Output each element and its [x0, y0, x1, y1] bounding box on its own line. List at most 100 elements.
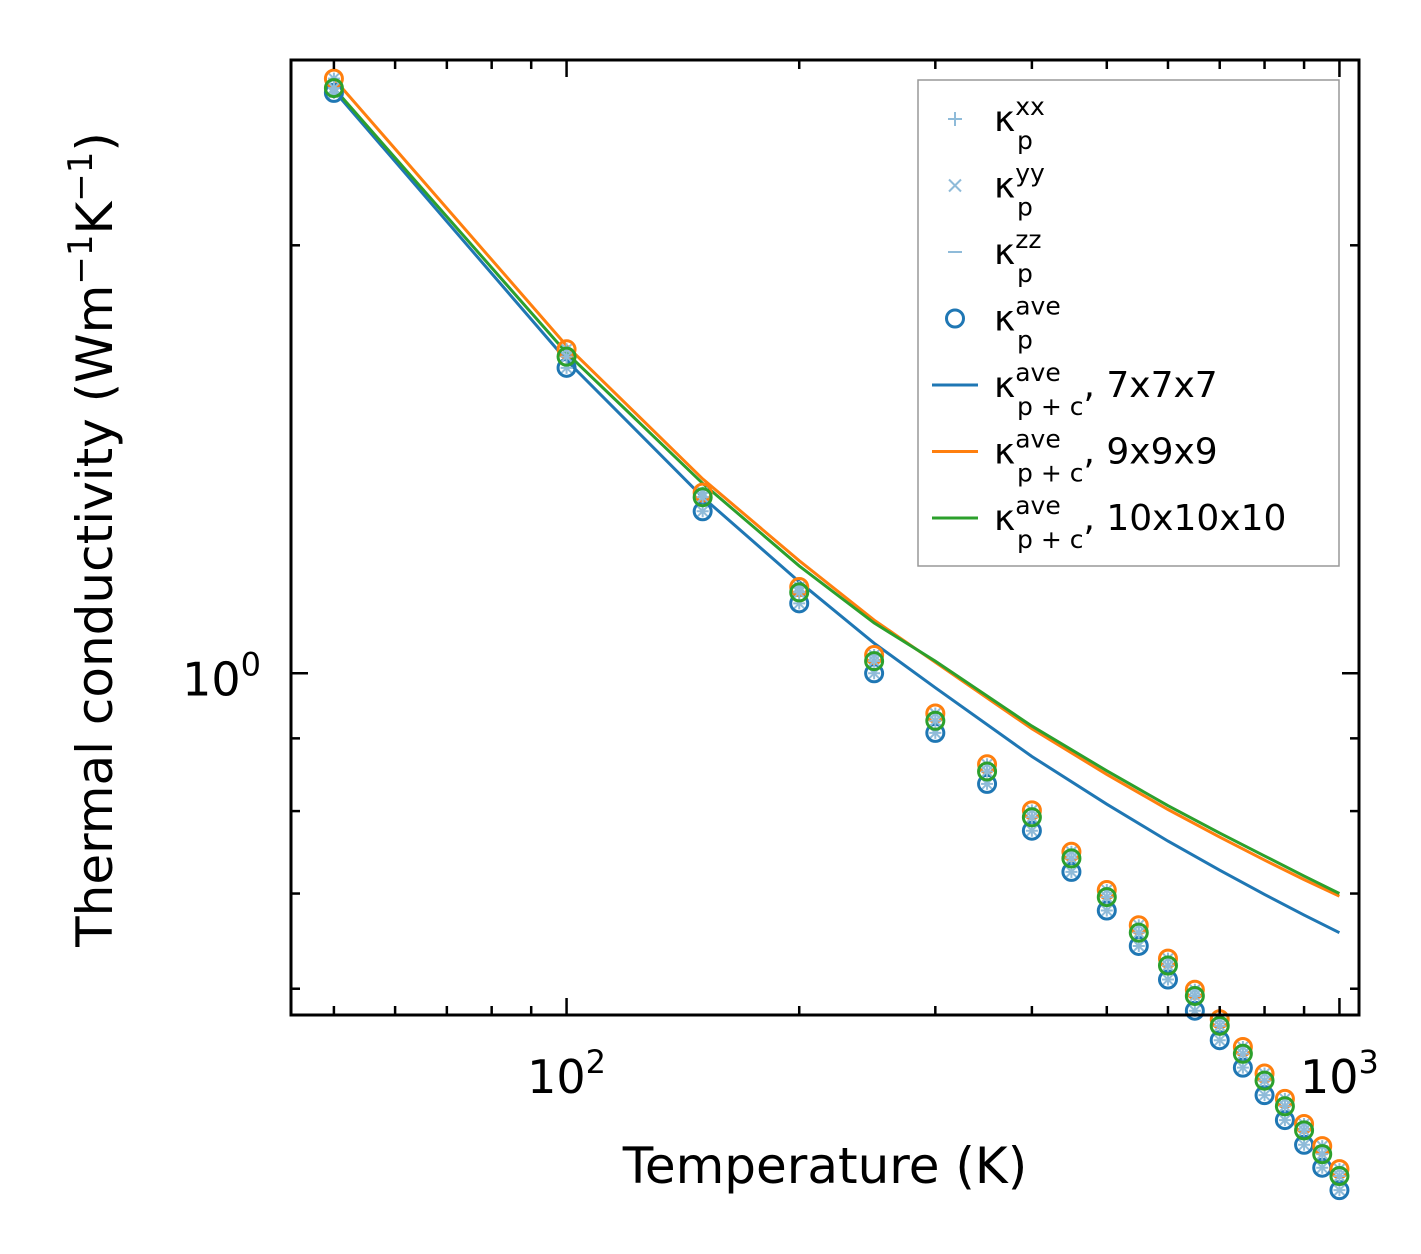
marker-yy-7x7x7-500: [1101, 904, 1113, 917]
legend-sub: p: [1017, 193, 1033, 222]
marker-yy-10x10x10-450: [1065, 852, 1078, 865]
x-tick-label-base: 10: [527, 1050, 586, 1104]
legend-entry-6: κave p + c, 9x9x9: [932, 425, 1218, 488]
marker-ave-7x7x7-800: [1254, 1085, 1275, 1106]
legend-sup: xx: [1015, 92, 1045, 121]
legend-kappa: κ: [994, 299, 1015, 340]
marker-yy-7x7x7-550: [1133, 940, 1145, 952]
legend-label-1: κxx p: [994, 92, 1045, 155]
legend-sup: zz: [1015, 225, 1041, 254]
marker-yy-10x10x10-750: [1237, 1048, 1249, 1060]
marker-ave-10x10x10-350: [977, 761, 998, 782]
legend-sup: ave: [1015, 425, 1061, 454]
marker-yy-10x10x10-50: [328, 82, 340, 94]
marker-yy-10x10x10-100: [560, 350, 573, 363]
marker-ave-10x10x10-600: [1157, 955, 1178, 976]
y-tick-label-1: 100: [182, 645, 261, 706]
marker-yy-10x10x10-900: [1298, 1124, 1310, 1137]
legend-plus-icon: [948, 112, 962, 126]
marker-yy-7x7x7-850: [1279, 1114, 1291, 1126]
marker-ave-10x10x10-1000: [1329, 1166, 1350, 1187]
legend-sub: p + c: [1017, 525, 1083, 554]
x-tick-label-100: 102: [527, 1043, 606, 1104]
fit-line-9x9x9: [332, 77, 1341, 898]
legend-label-3: κzz p: [994, 225, 1041, 288]
legend-label-6: κave p + c, 9x9x9: [994, 425, 1218, 488]
marker-yy-10x10x10-400: [1026, 811, 1038, 823]
marker-yy-10x10x10-850: [1279, 1100, 1291, 1112]
marker-ave-10x10x10-850: [1274, 1096, 1295, 1117]
legend-sub: p + c: [1017, 459, 1083, 488]
legend-entry-4: κave p: [945, 292, 1061, 355]
marker-ave-10x10x10-400: [1021, 807, 1042, 828]
marker-yy-10x10x10-250: [868, 655, 880, 667]
marker-ave-10x10x10-450: [1061, 848, 1082, 869]
plot-frame: [289, 58, 1361, 1017]
legend-sub: p: [1017, 326, 1033, 355]
legend-sub: p: [1017, 259, 1033, 288]
marker-ave-10x10x10-500: [1096, 887, 1117, 908]
legend-sup: yy: [1015, 159, 1045, 188]
marker-ave-10x10x10-250: [864, 651, 885, 672]
marker-yy-7x7x7-400: [1026, 824, 1038, 837]
y-tick-label-exp: 0: [241, 645, 261, 683]
legend-sup: ave: [1015, 292, 1061, 321]
marker-yy-10x10x10-650: [1189, 990, 1201, 1002]
legend-kappa: κ: [994, 99, 1015, 140]
marker-yy-10x10x10-200: [793, 586, 805, 599]
legend-label-5: κave p + c, 7x7x7: [994, 358, 1218, 421]
marker-ave-10x10x10-700: [1209, 1015, 1230, 1036]
marker-ave-10x10x10-150: [692, 487, 713, 508]
x-tick-label-exp: 2: [586, 1043, 606, 1081]
legend-sub: p: [1017, 126, 1033, 155]
marker-yy-10x10x10-500: [1101, 891, 1113, 903]
legend-kappa: κ: [994, 498, 1015, 539]
marker-ave-10x10x10-900: [1294, 1120, 1315, 1141]
marker-yy-10x10x10-800: [1258, 1074, 1271, 1087]
legend-entry-7: κave p + c, 10x10x10: [932, 491, 1286, 554]
legend-kappa: κ: [994, 432, 1015, 473]
legend-entry-2: κyy p: [948, 159, 1045, 222]
legend-kappa: κ: [994, 232, 1015, 273]
legend-x-icon: [948, 178, 962, 193]
marker-yy-7x7x7-800: [1258, 1089, 1271, 1101]
x-tick-label-base: 10: [1300, 1050, 1359, 1104]
x-tick-label-1000: 103: [1300, 1043, 1379, 1104]
marker-yy-7x7x7-900: [1298, 1139, 1310, 1151]
legend-sup: ave: [1015, 491, 1061, 520]
marker-yy-7x7x7-1000: [1333, 1184, 1346, 1196]
legend-box: [917, 79, 1340, 567]
marker-yy-10x10x10-350: [981, 765, 993, 778]
legend-suffix: , 7x7x7: [1083, 365, 1217, 406]
legend-suffix: , 10x10x10: [1083, 498, 1286, 539]
marker-yy-7x7x7-950: [1316, 1162, 1328, 1174]
marker-yy-10x10x10-300: [929, 715, 942, 727]
marker-ave-10x10x10-800: [1254, 1070, 1275, 1091]
marker-yy-10x10x10-1000: [1333, 1170, 1346, 1182]
marker-ave-7x7x7-650: [1184, 1000, 1205, 1021]
marker-ave-10x10x10-200: [789, 582, 810, 603]
x-axis-label: Temperature (K): [622, 1137, 1027, 1195]
marker-yy-7x7x7-150: [696, 505, 709, 518]
marker-yy-7x7x7-700: [1214, 1034, 1226, 1046]
legend-label-4: κave p: [994, 292, 1061, 355]
y-axis-label: Thermal conductivity (Wm−1K−1): [61, 132, 124, 948]
y-axis-label-exp2: −1: [61, 152, 101, 202]
marker-yy-10x10x10-700: [1214, 1020, 1226, 1032]
marker-yy-10x10x10-600: [1162, 959, 1174, 972]
marker-yy-7x7x7-750: [1237, 1061, 1249, 1074]
y-axis-label-end: ): [66, 132, 124, 152]
legend-label-7: κave p + c, 10x10x10: [994, 491, 1286, 554]
marker-ave-10x10x10-50: [323, 78, 344, 99]
marker-ave-10x10x10-950: [1312, 1144, 1333, 1165]
x-tick-label-exp: 3: [1359, 1043, 1379, 1081]
scatter-group-10x10x10: [323, 78, 1350, 1187]
legend-kappa: κ: [994, 166, 1015, 207]
legend-label-2: κyy p: [994, 159, 1045, 222]
marker-ave-10x10x10-300: [925, 710, 946, 731]
legend-entry-5: κave p + c, 7x7x7: [932, 358, 1218, 421]
legend-kappa: κ: [994, 365, 1015, 406]
